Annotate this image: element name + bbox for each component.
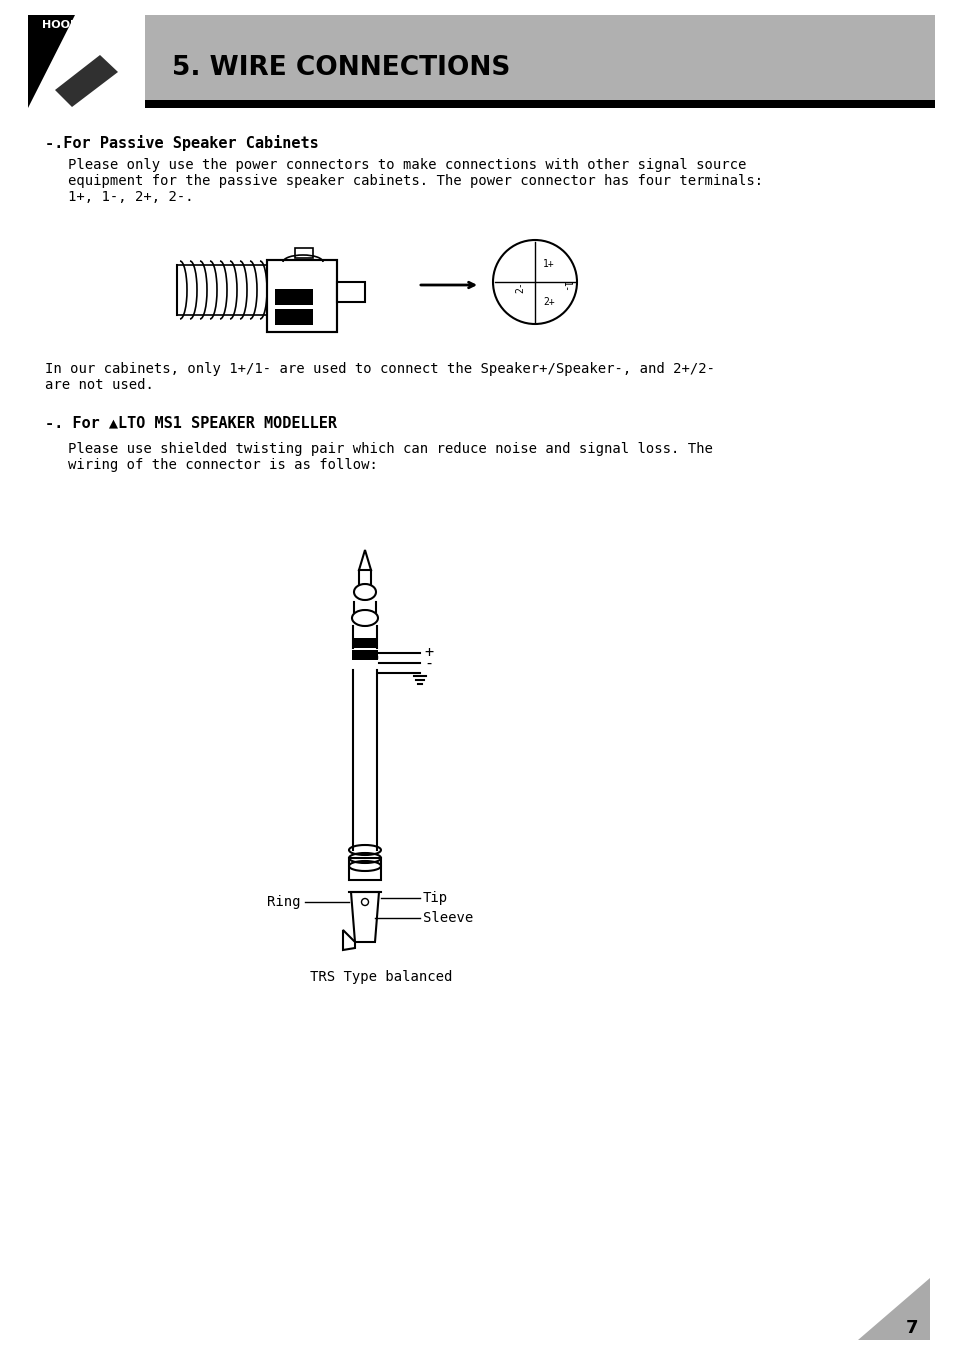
Text: +: + bbox=[423, 645, 433, 661]
Text: 7: 7 bbox=[904, 1320, 918, 1337]
Bar bbox=[336, 283, 365, 301]
Polygon shape bbox=[55, 55, 118, 107]
Text: Tip: Tip bbox=[422, 891, 448, 904]
Bar bbox=[294, 247, 313, 258]
Polygon shape bbox=[857, 1278, 929, 1340]
Circle shape bbox=[493, 241, 577, 324]
Text: 2-: 2- bbox=[515, 281, 524, 293]
Polygon shape bbox=[28, 15, 143, 108]
Text: 1+: 1+ bbox=[542, 260, 554, 269]
Bar bbox=[274, 310, 313, 324]
Text: Please only use the power connectors to make connections with other signal sourc: Please only use the power connectors to … bbox=[68, 158, 762, 204]
Text: Ring: Ring bbox=[267, 895, 301, 909]
Text: -. For ▲LTO MS1 SPEAKER MODELLER: -. For ▲LTO MS1 SPEAKER MODELLER bbox=[45, 415, 336, 430]
Bar bbox=[145, 100, 934, 108]
Text: 1-: 1- bbox=[560, 281, 571, 293]
Text: -: - bbox=[423, 656, 433, 671]
Bar bbox=[267, 260, 336, 333]
Text: In our cabinets, only 1+/1- are used to connect the Speaker+/Speaker-, and 2+/2-: In our cabinets, only 1+/1- are used to … bbox=[45, 362, 714, 392]
Polygon shape bbox=[343, 930, 355, 950]
Text: HOOK: HOOK bbox=[42, 20, 78, 30]
Text: 5. WIRE CONNECTIONS: 5. WIRE CONNECTIONS bbox=[172, 55, 510, 81]
Text: TRS Type balanced: TRS Type balanced bbox=[310, 969, 452, 984]
Circle shape bbox=[355, 581, 375, 602]
Bar bbox=[352, 650, 377, 660]
Text: Sleeve: Sleeve bbox=[422, 911, 473, 925]
Bar bbox=[145, 15, 934, 108]
Text: UP: UP bbox=[102, 92, 119, 101]
Bar bbox=[267, 260, 336, 333]
Text: -.For Passive Speaker Cabinets: -.For Passive Speaker Cabinets bbox=[45, 135, 318, 151]
Circle shape bbox=[361, 899, 368, 906]
Bar bbox=[352, 638, 377, 648]
Bar bbox=[274, 289, 313, 306]
Polygon shape bbox=[351, 892, 378, 942]
Bar bbox=[349, 859, 380, 880]
Polygon shape bbox=[358, 550, 371, 571]
Circle shape bbox=[353, 606, 376, 630]
Bar bbox=[28, 15, 143, 108]
Text: Please use shielded twisting pair which can reduce noise and signal loss. The
wi: Please use shielded twisting pair which … bbox=[68, 442, 712, 472]
Text: 2+: 2+ bbox=[542, 297, 554, 307]
